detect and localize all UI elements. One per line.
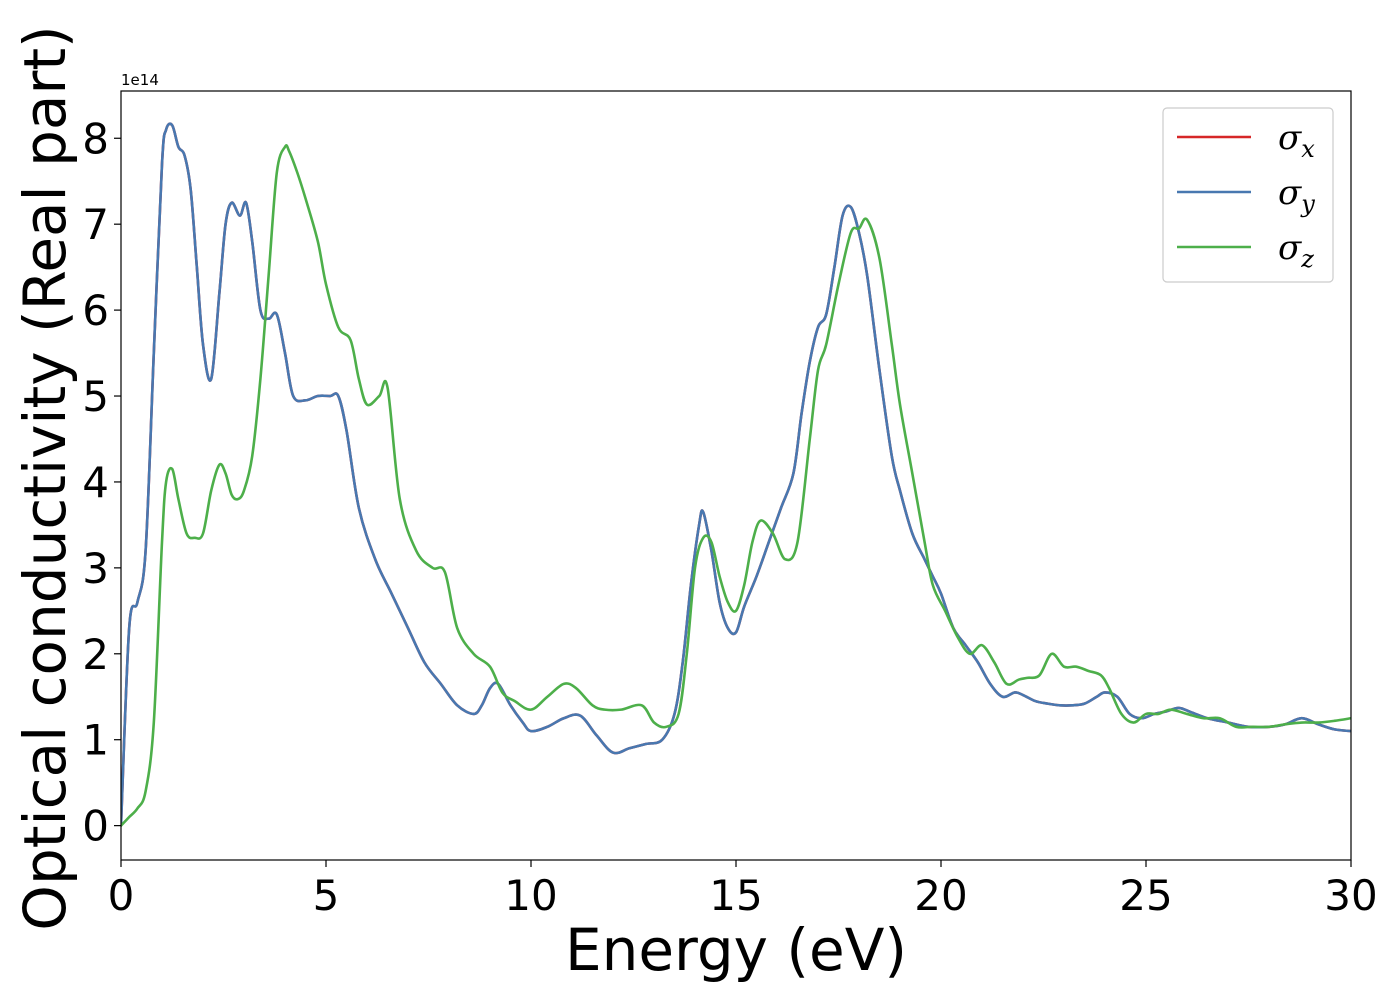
legend: σx σy σz — [1162, 107, 1334, 283]
y-tick-label: 1 — [82, 716, 109, 765]
y-tick-label: 3 — [82, 544, 109, 593]
y-tick-label: 4 — [82, 458, 109, 507]
y-tick-label: 6 — [82, 286, 109, 335]
x-axis: 0 5 10 15 20 25 30 — [108, 860, 1378, 920]
x-tick-label: 10 — [504, 871, 557, 920]
x-tick-label: 30 — [1324, 871, 1377, 920]
legend-label-y: σy — [1278, 173, 1315, 218]
legend-label-x: σx — [1278, 118, 1315, 163]
y-offset-label: 1e14 — [121, 71, 159, 89]
x-tick-label: 15 — [709, 871, 762, 920]
series-line-y — [121, 122, 1351, 827]
y-axis-label: Optical conductivity (Real part) — [11, 25, 79, 930]
y-tick-label: 7 — [82, 200, 109, 249]
x-tick-label: 25 — [1119, 871, 1172, 920]
x-tick-label: 5 — [313, 871, 340, 920]
series-layer — [121, 122, 1351, 827]
y-axis: 0 1 2 3 4 5 6 7 8 — [82, 114, 121, 851]
y-tick-label: 2 — [82, 630, 109, 679]
y-tick-label: 8 — [82, 114, 109, 163]
x-tick-label: 20 — [914, 871, 967, 920]
y-tick-label: 5 — [82, 372, 109, 421]
series-line-z — [121, 144, 1351, 827]
y-tick-label: 0 — [82, 802, 109, 851]
legend-label-z: σz — [1278, 228, 1314, 273]
x-axis-label: Energy (eV) — [565, 916, 907, 984]
legend-box — [1162, 107, 1334, 283]
x-tick-label: 0 — [108, 871, 135, 920]
